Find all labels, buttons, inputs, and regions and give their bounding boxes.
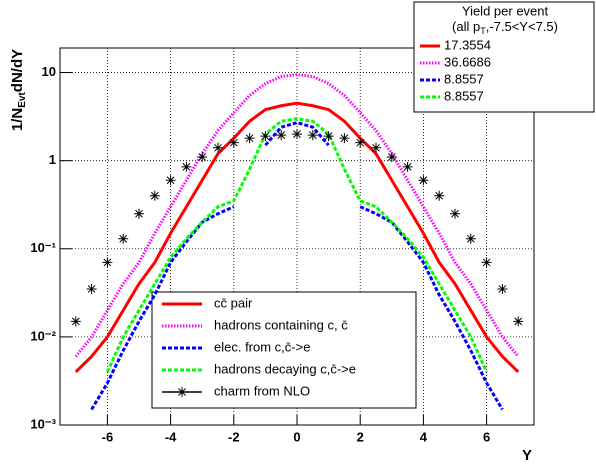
y-axis-label: 1/NEvtdN/dY — [9, 49, 28, 131]
y-tick-label: 10⁻³ — [30, 416, 56, 431]
subtitle-sub: T — [480, 26, 486, 36]
nlo-marker — [102, 257, 113, 268]
nlo-marker — [386, 152, 397, 163]
nlo-marker — [213, 142, 223, 153]
x-tick-label: 4 — [420, 429, 428, 444]
nlo-marker — [497, 283, 508, 294]
nlo-marker — [481, 257, 492, 268]
legend-label: cc̄ pair — [214, 295, 253, 310]
nlo-marker — [86, 283, 97, 294]
nlo-marker — [70, 316, 81, 327]
nlo-marker — [307, 130, 318, 141]
nlo-marker — [402, 161, 413, 172]
nlo-marker — [513, 316, 524, 327]
x-axis-label: Y — [522, 447, 532, 464]
nlo-marker — [197, 152, 208, 163]
y-tick-label: 10⁻² — [30, 328, 56, 343]
nlo-marker — [371, 142, 381, 153]
y-label-part: dN/dY — [9, 49, 26, 92]
x-tick-label: -4 — [165, 429, 177, 444]
y-tick-label: 10⁻¹ — [30, 240, 56, 255]
nlo-marker — [228, 137, 239, 148]
y-label-part: 1/N — [9, 108, 26, 131]
y-tick-label: 1 — [49, 152, 56, 167]
series-line — [90, 121, 504, 411]
x-tick-label: -2 — [228, 429, 240, 444]
x-tick-label: 0 — [293, 429, 300, 444]
nlo-marker — [118, 233, 129, 244]
yield-legend-value: 17.3554 — [444, 37, 491, 52]
nlo-marker — [181, 161, 192, 172]
nlo-marker — [134, 208, 144, 219]
yield-legend-title: Yield per event — [462, 3, 549, 18]
legend-box — [151, 291, 417, 409]
yield-legend-subtitle: (all pT,-7.5<Y<7.5) — [452, 19, 558, 36]
yield-legend-value: 8.8557 — [444, 88, 484, 103]
legend-label: hadrons containing c, c̄ — [214, 317, 348, 332]
x-tick-label: -6 — [102, 429, 114, 444]
series-line — [74, 73, 520, 358]
nlo-marker — [276, 130, 287, 141]
nlo-marker — [355, 137, 366, 148]
y-tick-label: 10 — [42, 64, 56, 79]
subtitle-part: (all p — [452, 19, 480, 34]
legend-label: charm from NLO — [214, 383, 310, 398]
nlo-marker — [434, 190, 445, 201]
yield-legend-value: 36.6686 — [444, 54, 491, 69]
nlo-marker — [465, 233, 476, 244]
nlo-marker — [450, 208, 460, 219]
yield-legend-value: 8.8557 — [444, 71, 484, 86]
nlo-marker — [339, 133, 350, 144]
legend-label: elec. from c,c̄->e — [214, 339, 310, 354]
nlo-marker — [165, 175, 176, 186]
nlo-marker — [292, 129, 302, 140]
series-line — [74, 101, 520, 374]
nlo-marker — [418, 175, 429, 186]
x-tick-label: 6 — [483, 429, 490, 444]
x-tick-label: 2 — [357, 429, 364, 444]
nlo-marker — [149, 190, 160, 201]
nlo-marker — [260, 131, 271, 142]
yield-legend-box — [413, 1, 595, 113]
legend-marker — [177, 387, 187, 397]
nlo-marker — [323, 131, 334, 142]
series-line — [106, 117, 488, 373]
subtitle-part: ,-7.5<Y<7.5) — [486, 19, 558, 34]
nlo-marker — [244, 133, 255, 144]
y-label-sub: Evt — [17, 92, 28, 108]
legend-label: hadrons decaying c,c̄->e — [214, 361, 356, 376]
